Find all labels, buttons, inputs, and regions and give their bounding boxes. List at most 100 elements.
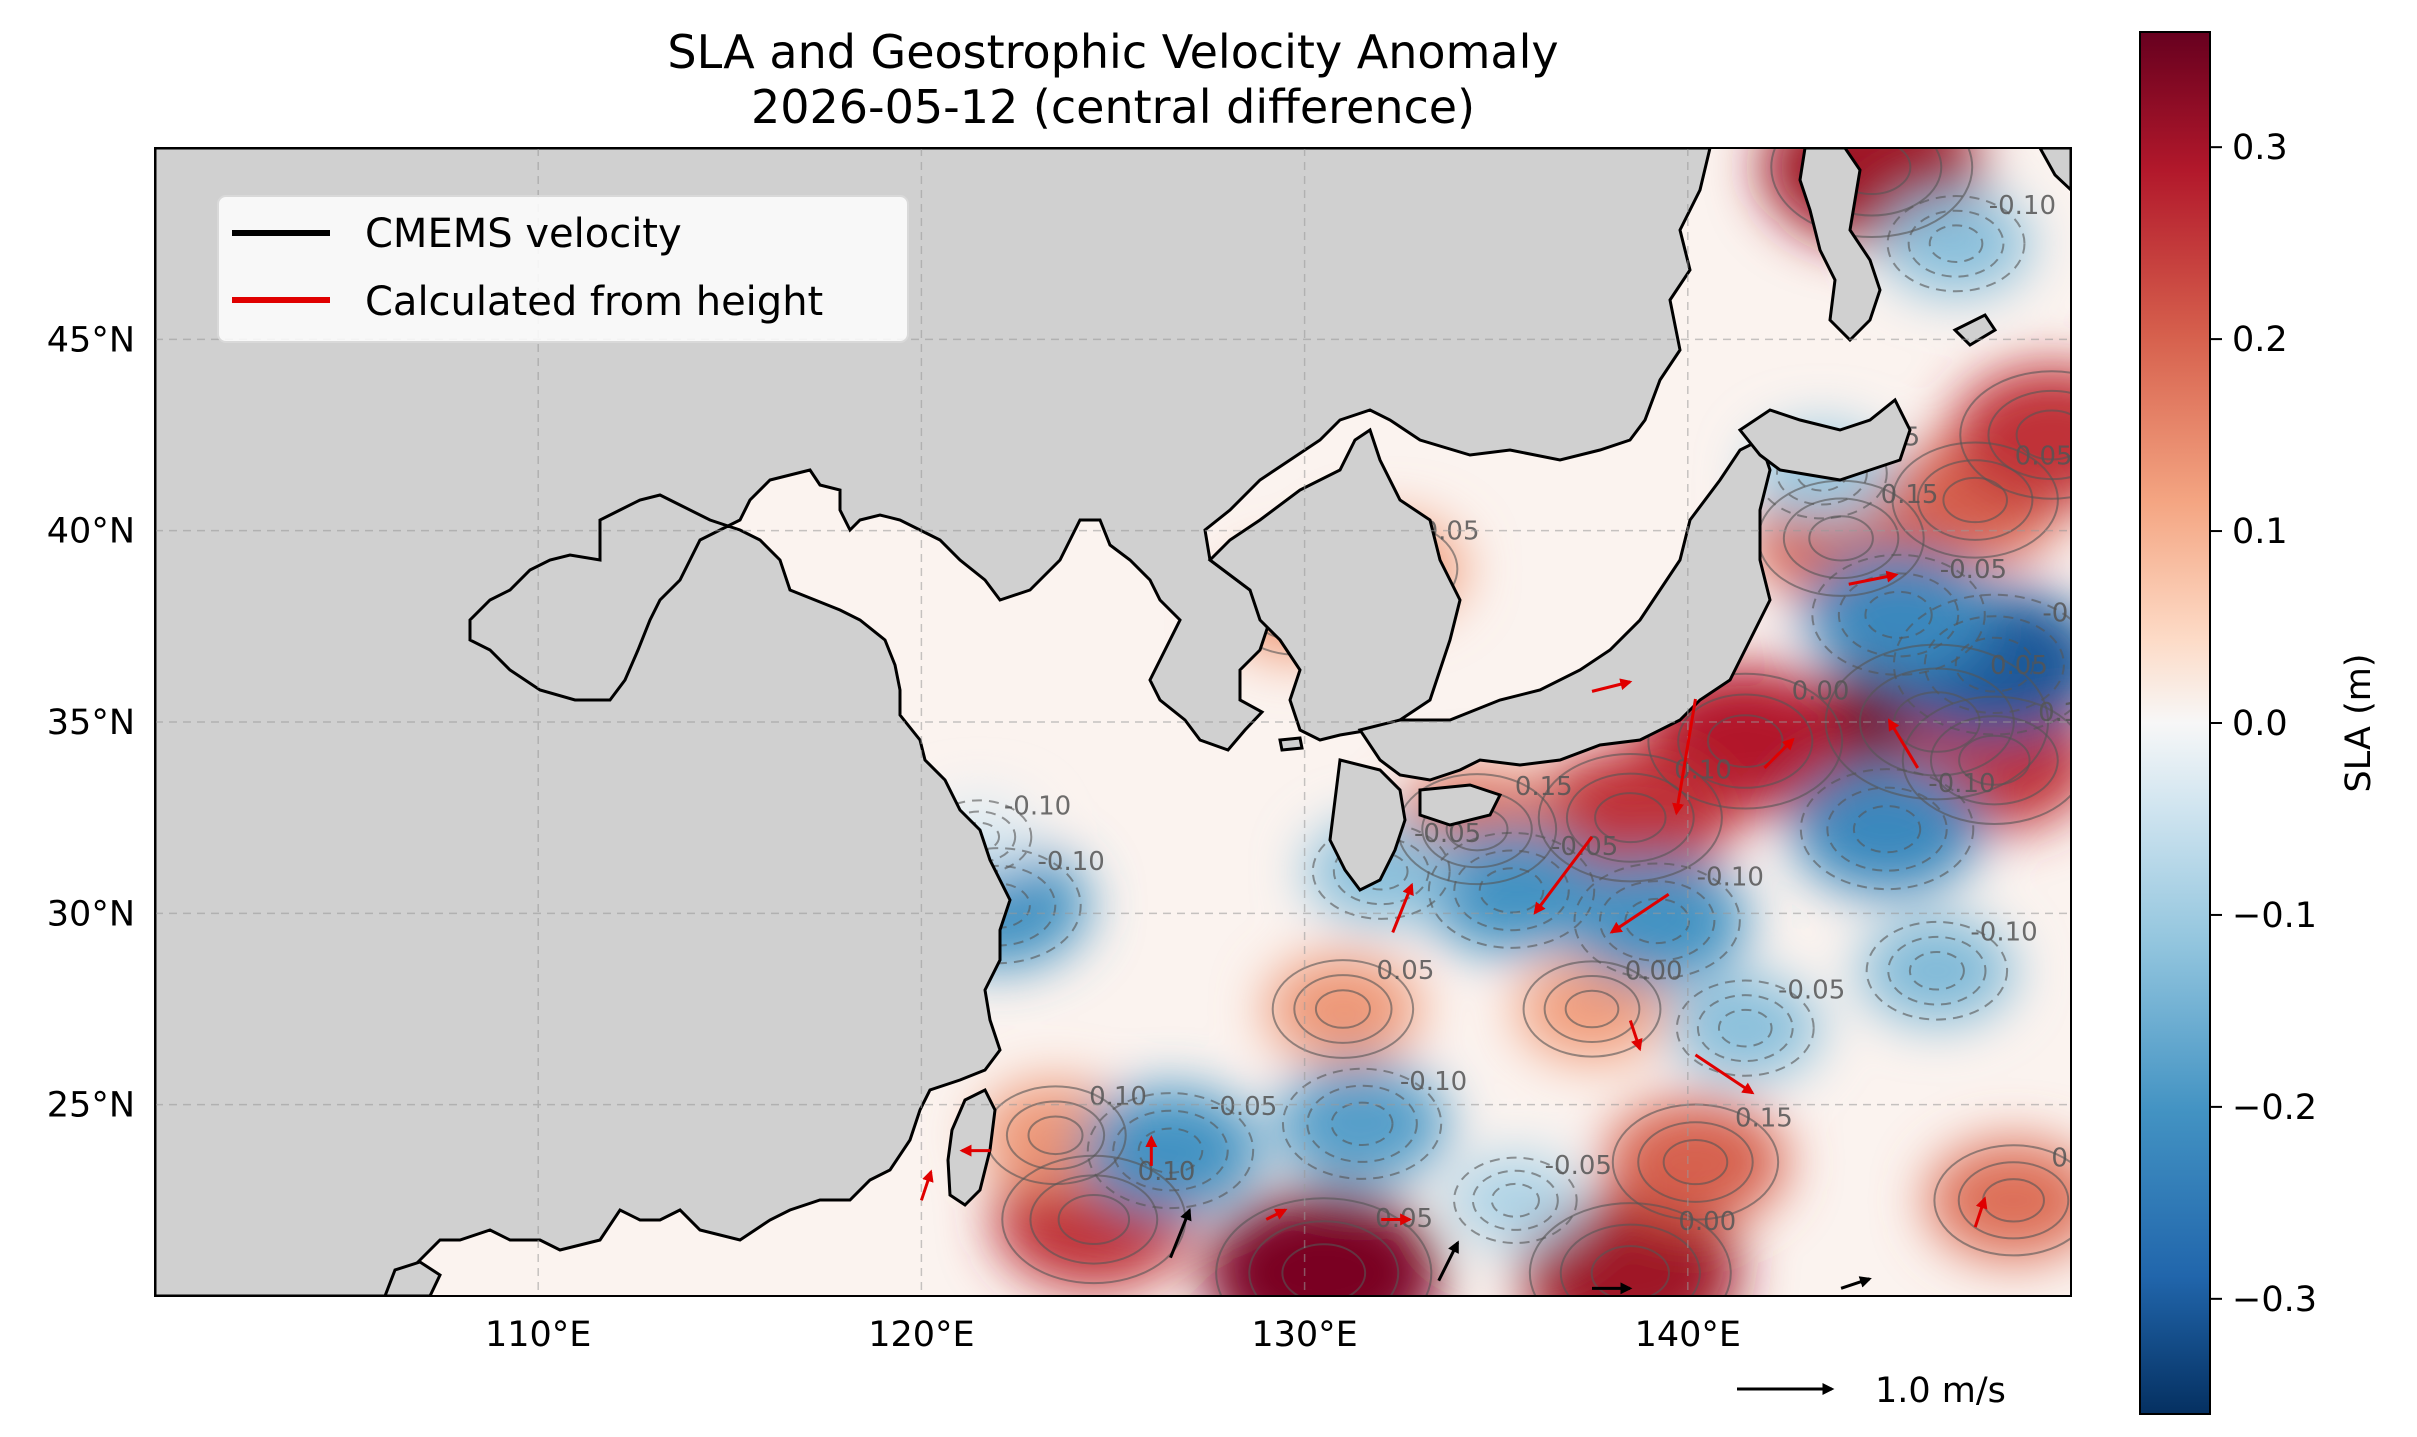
sla-contour bbox=[1624, 897, 1690, 945]
sla-blob bbox=[1516, 956, 1668, 1062]
land-taiwan bbox=[946, 1087, 997, 1207]
contour-label: 0.15 bbox=[1881, 480, 1939, 510]
arrow-calculated bbox=[1672, 698, 1697, 816]
colorbar-tick-label: 0.2 bbox=[2232, 320, 2288, 360]
sla-contour bbox=[1886, 195, 2026, 293]
sla-contour bbox=[1559, 1223, 1701, 1296]
colorbar-tick-label: 0.1 bbox=[2232, 512, 2288, 552]
sla-contour bbox=[1852, 805, 1922, 854]
map-frame bbox=[154, 147, 2072, 1297]
sla-contour bbox=[1923, 615, 2065, 714]
map-panel: 0.05 0.00 0.10 0.15 0.05 0.00 0.10 0.15 0.05 0.00… bbox=[155, 101, 2109, 1296]
sla-contour bbox=[1471, 1169, 1559, 1231]
sla-contour bbox=[1958, 734, 2031, 786]
land-kuril-fragment bbox=[2038, 148, 2071, 193]
contour-label: 0.10 bbox=[1089, 1082, 1147, 1112]
contour-label: 0.05 bbox=[1376, 956, 1434, 986]
sla-contour bbox=[1864, 590, 1933, 639]
land-japan-kyushu bbox=[1328, 758, 1407, 892]
contour-label: -0.10 bbox=[1928, 769, 1995, 799]
colorbar-tick-label: −0.3 bbox=[2232, 1280, 2317, 1320]
sla-contour bbox=[941, 810, 1017, 864]
x-tick-label: 130°E bbox=[1251, 1315, 1357, 1355]
contour-label: 0.00 bbox=[1678, 1207, 1736, 1237]
contour-label: -0.05 bbox=[1545, 1151, 1612, 1181]
sla-contour bbox=[1086, 1092, 1255, 1210]
sla-contour bbox=[1005, 1100, 1106, 1171]
sla-contour bbox=[1453, 1156, 1578, 1244]
contour-label: -0.10 bbox=[1038, 847, 1105, 877]
contour-label: 0.00 bbox=[1792, 676, 1850, 706]
sla-contour bbox=[1057, 1193, 1131, 1245]
sla-contour bbox=[1675, 979, 1815, 1077]
sla-contour bbox=[1027, 1115, 1084, 1156]
sla-contour bbox=[1598, 880, 1716, 962]
colorbar-gradient bbox=[2139, 31, 2211, 1415]
colorbar: 0.3 0.2 0.1 0.0 −0.1 −0.2 −0.3 SLA (m) bbox=[2139, 31, 2379, 1415]
velocity-arrows bbox=[919, 570, 1988, 1295]
sla-contour bbox=[1293, 974, 1393, 1044]
arrow-calculated bbox=[919, 1169, 934, 1201]
arrow-calculated bbox=[1609, 892, 1670, 934]
sla-blob bbox=[1420, 827, 1603, 954]
x-axis-ticks: 110°E 120°E 130°E 140°E bbox=[485, 1315, 1741, 1355]
contour-label: -0.10 bbox=[1004, 791, 1071, 821]
sla-contour bbox=[1528, 1202, 1732, 1296]
contour-label: 0.05 bbox=[1990, 651, 2048, 681]
sla-contour bbox=[1137, 1127, 1204, 1174]
sla-contour bbox=[1594, 792, 1667, 844]
land-japan-shikoku bbox=[1418, 783, 1503, 827]
sla-contour bbox=[1112, 1109, 1229, 1192]
contour-label: -0.10 bbox=[1989, 191, 2056, 221]
arrow-calculated bbox=[1391, 882, 1414, 934]
arrow-calculated bbox=[1973, 1196, 1988, 1228]
y-tick-label: 45°N bbox=[47, 320, 135, 360]
arrow-cmems bbox=[1840, 1276, 1872, 1290]
contour-label: -0.10 bbox=[1697, 862, 1764, 892]
contour-label: 0.10 bbox=[1920, 101, 1978, 131]
sla-blob bbox=[1880, 191, 2032, 296]
sla-contour bbox=[1565, 772, 1695, 863]
sla-contour bbox=[1453, 849, 1570, 932]
sla-contour bbox=[1717, 1008, 1773, 1048]
colorbar-tick-label: −0.1 bbox=[2232, 896, 2317, 936]
contour-label: 0.05 bbox=[2015, 442, 2073, 472]
sla-contour bbox=[1543, 975, 1641, 1043]
sla-blob bbox=[1951, 365, 2071, 505]
colorbar-tick-label: 0.0 bbox=[2232, 704, 2288, 744]
title-line-2: 2026-05-12 (central difference) bbox=[751, 80, 1475, 134]
land-japan-hokkaido bbox=[1737, 397, 1912, 482]
contour-label: -0.10 bbox=[2042, 598, 2109, 628]
sla-blob bbox=[1447, 1153, 1583, 1248]
x-tick-label: 140°E bbox=[1635, 1315, 1741, 1355]
contour-label: -0.05 bbox=[1210, 1092, 1277, 1122]
sla-contour bbox=[1933, 1144, 2071, 1257]
legend-label-calculated: Calculated from height bbox=[365, 279, 823, 325]
sla-contour bbox=[1637, 1121, 1754, 1203]
sla-blob bbox=[1926, 1139, 2071, 1261]
sla-blob bbox=[1792, 763, 1982, 896]
sla-contour bbox=[1799, 768, 1975, 891]
sla-contour bbox=[1957, 1161, 2070, 1240]
sla-contour bbox=[1215, 1197, 1433, 1296]
contour-label: -0.05 bbox=[1940, 555, 2007, 585]
land-hainan bbox=[383, 1260, 442, 1296]
sla-contour bbox=[1306, 1084, 1418, 1163]
sla-contour bbox=[1522, 960, 1662, 1058]
legend-label-cmems: CMEMS velocity bbox=[365, 211, 682, 257]
y-tick-label: 25°N bbox=[47, 1086, 135, 1126]
y-tick-label: 40°N bbox=[47, 512, 135, 552]
contour-label: -0.10 bbox=[1400, 1067, 1467, 1097]
sla-contours: 0.05 0.00 0.10 0.15 0.05 0.00 0.10 0.15 0.05 0.00… bbox=[914, 101, 2109, 1296]
contour-label: 0.15 bbox=[1735, 1104, 1793, 1134]
sla-contour bbox=[1826, 786, 1948, 872]
arrow-calculated bbox=[1591, 678, 1633, 693]
sla-contour bbox=[1776, 441, 1868, 506]
arrow-calculated bbox=[1628, 1020, 1643, 1052]
colorbar-label: SLA (m) bbox=[2339, 654, 2379, 793]
quiver-key: 1.0 m/s bbox=[1737, 1371, 2006, 1411]
colorbar-ticks: 0.3 0.2 0.1 0.0 −0.1 −0.2 −0.3 bbox=[2210, 128, 2317, 1320]
sla-contour bbox=[1662, 1138, 1729, 1186]
arrow-calculated bbox=[1763, 737, 1795, 769]
sla-contour bbox=[1314, 989, 1371, 1029]
